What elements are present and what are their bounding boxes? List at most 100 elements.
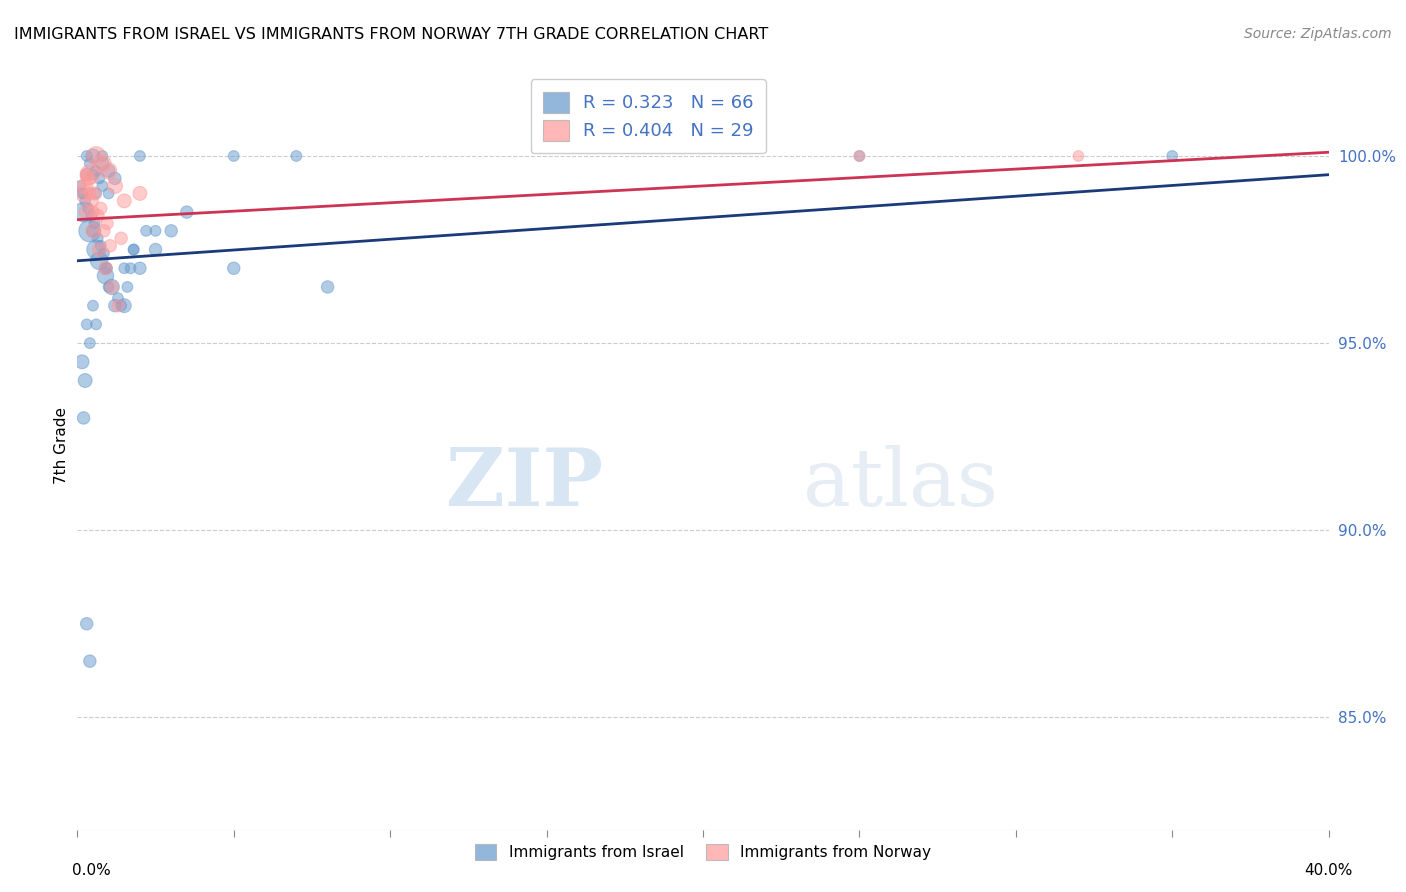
Point xyxy=(98,239,121,253)
Point xyxy=(1161,149,1184,163)
Point xyxy=(79,186,101,201)
Point xyxy=(79,168,101,182)
Point xyxy=(72,205,94,219)
Legend: Immigrants from Israel, Immigrants from Norway: Immigrants from Israel, Immigrants from … xyxy=(467,837,939,868)
Point xyxy=(104,178,127,193)
Point xyxy=(69,178,91,193)
Point xyxy=(79,654,101,668)
Point xyxy=(82,149,104,163)
Point xyxy=(93,224,115,238)
Point xyxy=(97,164,120,178)
Point xyxy=(91,156,114,170)
Point xyxy=(77,202,100,216)
Point xyxy=(97,280,120,294)
Point xyxy=(91,156,114,170)
Point xyxy=(82,299,104,313)
Text: atlas: atlas xyxy=(803,445,998,524)
Point xyxy=(76,168,98,182)
Point xyxy=(848,149,870,163)
Point xyxy=(120,261,142,276)
Text: 0.0%: 0.0% xyxy=(72,863,111,879)
Point xyxy=(96,261,118,276)
Point xyxy=(112,261,135,276)
Point xyxy=(79,224,101,238)
Point xyxy=(75,194,97,208)
Point xyxy=(84,243,107,257)
Point xyxy=(94,261,117,276)
Point xyxy=(82,224,104,238)
Text: 40.0%: 40.0% xyxy=(1305,863,1353,879)
Point xyxy=(84,149,107,163)
Point xyxy=(222,149,245,163)
Point xyxy=(112,299,135,313)
Point xyxy=(100,280,122,294)
Point xyxy=(76,616,98,631)
Point xyxy=(83,216,105,230)
Text: Source: ZipAtlas.com: Source: ZipAtlas.com xyxy=(1244,27,1392,41)
Point xyxy=(84,318,107,332)
Point xyxy=(83,186,105,201)
Point xyxy=(72,411,94,425)
Point xyxy=(110,231,132,245)
Point xyxy=(122,243,145,257)
Point xyxy=(72,186,94,201)
Point xyxy=(104,171,127,186)
Point xyxy=(97,186,120,201)
Point xyxy=(79,336,101,351)
Point xyxy=(145,243,167,257)
Point xyxy=(82,224,104,238)
Point xyxy=(107,291,129,305)
Point xyxy=(848,149,870,163)
Point xyxy=(316,280,339,294)
Point xyxy=(91,178,114,193)
Point xyxy=(80,209,103,223)
Point xyxy=(79,156,101,170)
Point xyxy=(84,164,107,178)
Point xyxy=(1067,149,1090,163)
Point xyxy=(84,186,107,201)
Point xyxy=(129,261,152,276)
Point xyxy=(117,280,139,294)
Point xyxy=(176,205,198,219)
Point xyxy=(89,171,111,186)
Point xyxy=(70,355,93,369)
Point xyxy=(104,299,127,313)
Point xyxy=(145,224,167,238)
Point xyxy=(222,261,245,276)
Point xyxy=(82,205,104,219)
Point xyxy=(129,149,152,163)
Point xyxy=(94,261,117,276)
Point xyxy=(76,168,98,182)
Point xyxy=(135,224,157,238)
Point xyxy=(86,209,108,223)
Point xyxy=(82,168,104,182)
Point xyxy=(70,186,93,201)
Text: ZIP: ZIP xyxy=(446,445,603,524)
Point xyxy=(100,280,122,294)
Point xyxy=(86,231,108,245)
Point xyxy=(93,246,115,260)
Point xyxy=(97,164,120,178)
Point xyxy=(76,149,98,163)
Point xyxy=(72,186,94,201)
Point xyxy=(129,186,152,201)
Point xyxy=(89,243,111,257)
Point xyxy=(90,202,112,216)
Text: IMMIGRANTS FROM ISRAEL VS IMMIGRANTS FROM NORWAY 7TH GRADE CORRELATION CHART: IMMIGRANTS FROM ISRAEL VS IMMIGRANTS FRO… xyxy=(14,27,768,42)
Y-axis label: 7th Grade: 7th Grade xyxy=(53,408,69,484)
Point xyxy=(89,253,111,268)
Point xyxy=(75,374,97,388)
Point xyxy=(90,239,112,253)
Point xyxy=(96,216,118,230)
Point xyxy=(112,194,135,208)
Point xyxy=(160,224,183,238)
Point xyxy=(77,171,100,186)
Point xyxy=(76,205,98,219)
Point xyxy=(122,243,145,257)
Point xyxy=(110,299,132,313)
Point xyxy=(80,194,103,208)
Point xyxy=(76,318,98,332)
Point xyxy=(107,299,129,313)
Point xyxy=(285,149,308,163)
Point xyxy=(75,178,97,193)
